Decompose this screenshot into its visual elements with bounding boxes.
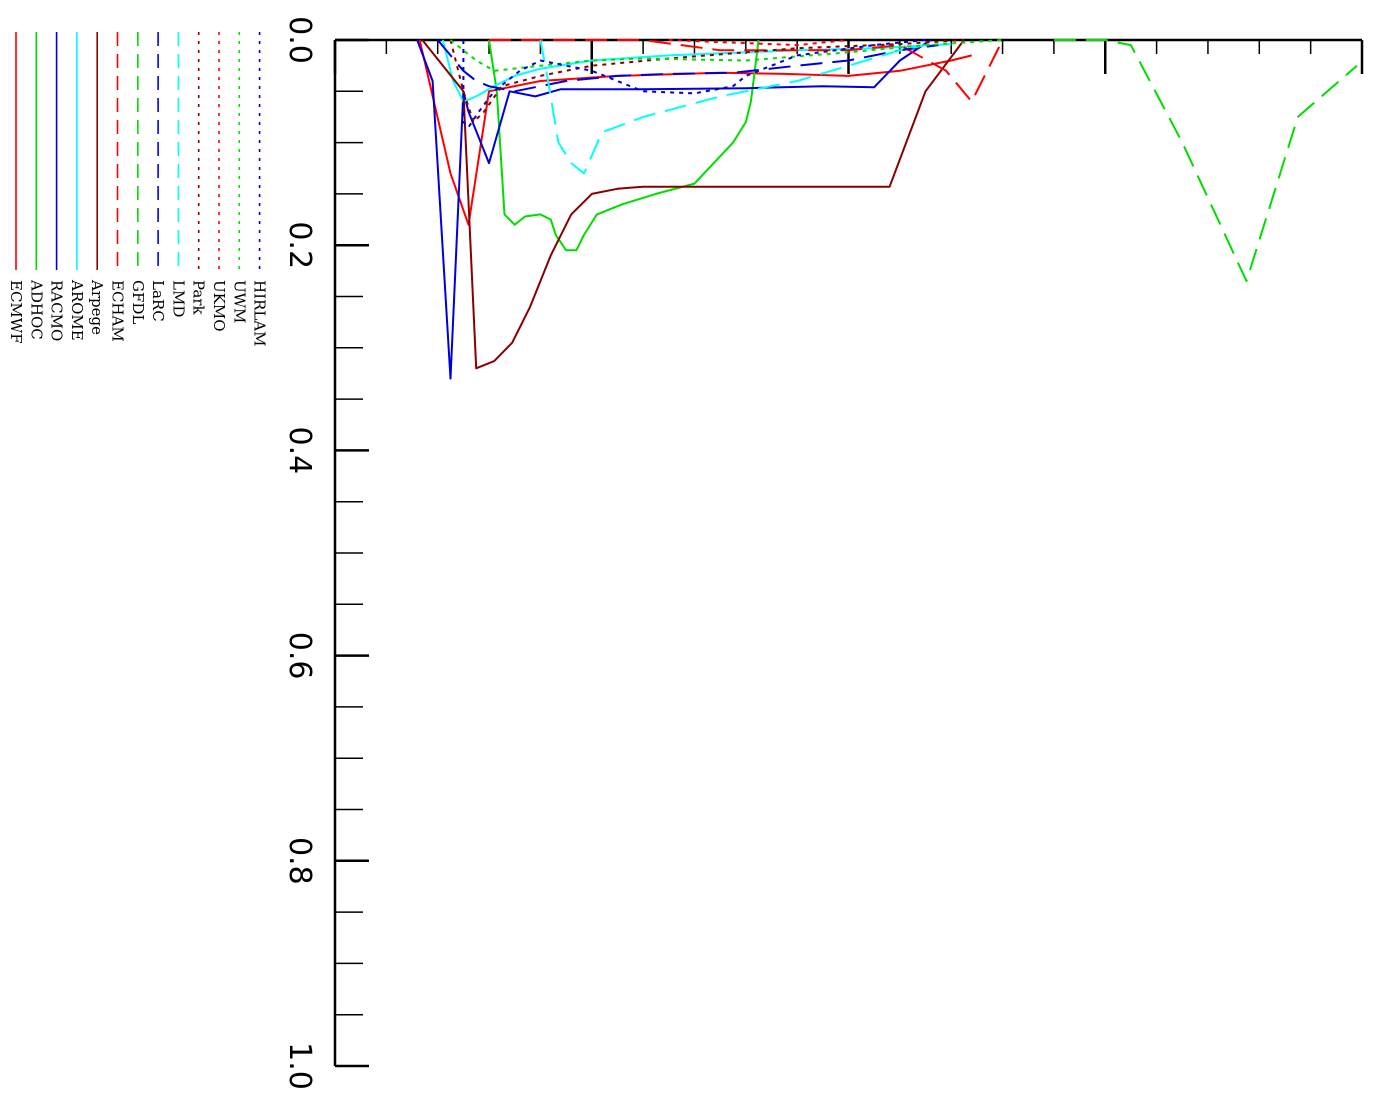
- legend-label-arpege: Arpege: [88, 279, 106, 335]
- legend-label-park: Park: [190, 280, 208, 316]
- y-tick-label: 0.8: [282, 837, 317, 885]
- axes: 0.0 0.2 0.4 0.6 0.8 1.0: [282, 16, 1364, 1090]
- series-line-racmo: [416, 39, 932, 380]
- legend-label-lmd: LMD: [169, 280, 187, 317]
- legend-label-racmo: RACMO: [48, 280, 66, 341]
- legend-label-arome: AROME: [68, 279, 86, 341]
- series-line-ecmwf: [418, 39, 972, 226]
- legend-label-gfdl: GFDL: [129, 280, 147, 324]
- series-line-park: [449, 39, 965, 124]
- y-tick-label: 0.2: [282, 221, 317, 269]
- legend-label-ukmo: UKMO: [210, 280, 228, 332]
- legend-label-uwm: UWM: [230, 280, 248, 323]
- y-tick-label: 0.0: [282, 16, 317, 64]
- y-tick-label: 0.6: [282, 632, 317, 680]
- series-line-larc: [436, 39, 939, 93]
- legend-label-echam: ECHAM: [109, 280, 127, 342]
- legend-label-hirlam: HIRLAM: [251, 280, 269, 346]
- legend: ECMWF ADHOC RACMO AROME Arpege ECHAM GFDL LaRC L…: [7, 32, 269, 346]
- series-layer: [416, 39, 1358, 380]
- legend-label-ecmwf: ECMWF: [7, 280, 25, 344]
- series-line-arpege: [421, 39, 965, 370]
- y-tick-label: 1.0: [282, 1042, 317, 1090]
- series-line-ukmo: [668, 39, 849, 47]
- series-line-adhoc: [488, 39, 760, 252]
- series-line-lmd: [539, 39, 926, 175]
- series-line-echam: [489, 39, 1004, 103]
- legend-label-adhoc: ADHOC: [27, 279, 45, 340]
- y-tick-label: 0.4: [282, 427, 317, 475]
- legend-label-larc: LaRC: [149, 280, 167, 322]
- series-line-gfdl: [1053, 39, 1358, 283]
